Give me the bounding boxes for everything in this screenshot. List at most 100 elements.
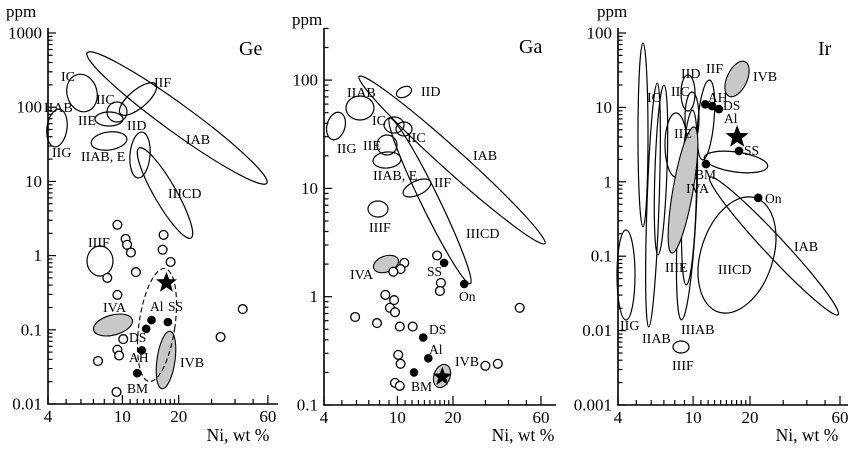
anomalous-iron-point bbox=[350, 311, 361, 323]
x-tick-label: 20 bbox=[170, 407, 187, 426]
field-IVB bbox=[724, 60, 750, 98]
anomalous-iron-point bbox=[112, 289, 123, 300]
field-label-IIC: IIC bbox=[96, 93, 115, 108]
panel-ga: SS On DS Al BM IIAB IID IIG IC IIC IIE IIAB, E IIF IA… bbox=[292, 10, 556, 445]
field-label-IIAB: IIAB bbox=[642, 332, 671, 347]
y-tick-label: 100 bbox=[17, 98, 43, 117]
field-label-IIC: IIC bbox=[671, 85, 690, 100]
star-marker bbox=[725, 125, 749, 147]
y-tick-label: 0.1 bbox=[21, 320, 42, 339]
field-label-IIICD: IIICD bbox=[168, 187, 201, 202]
field-label-IIIE: IIIE bbox=[665, 261, 688, 276]
field-label-IIICD: IIICD bbox=[466, 227, 499, 242]
field-IIIF bbox=[367, 200, 389, 218]
point-label-SS: SS bbox=[744, 143, 759, 158]
y-tick-label: 0.01 bbox=[582, 321, 612, 340]
anomalous-iron-point bbox=[371, 318, 383, 329]
field-IIICD bbox=[388, 117, 472, 285]
anomalous-iron-point bbox=[388, 266, 399, 277]
field-label-IIAB-E: IIAB, E bbox=[81, 150, 125, 165]
y-tick-label: 10 bbox=[595, 98, 612, 117]
field-label-IIE: IIE bbox=[674, 127, 692, 142]
field-label-IIG: IIG bbox=[337, 142, 356, 157]
point-BM bbox=[701, 159, 711, 169]
field-label-IVB: IVB bbox=[180, 356, 204, 371]
anomalous-iron-point bbox=[389, 307, 401, 318]
point-label-DS: DS bbox=[429, 322, 446, 337]
field-IIAB bbox=[46, 108, 68, 148]
point-SS bbox=[163, 317, 173, 327]
field-IID bbox=[129, 131, 151, 179]
field-IC bbox=[66, 73, 98, 113]
field-IIG bbox=[616, 229, 636, 321]
field-IIE bbox=[376, 134, 398, 156]
x-tick-label: 60 bbox=[533, 408, 550, 427]
y-tick-label: 10 bbox=[301, 179, 318, 198]
point-label-AH: AH bbox=[708, 90, 728, 105]
x-tick-label: 4 bbox=[44, 407, 53, 426]
field-IIAB bbox=[345, 95, 375, 121]
x-tick-label: 4 bbox=[320, 408, 329, 427]
panel-title-ge: Ge bbox=[239, 38, 262, 60]
field-label-IIG: IIG bbox=[52, 146, 71, 161]
field-label-IIAB: IIAB bbox=[44, 101, 73, 116]
anomalous-iron-point bbox=[130, 267, 141, 278]
x-axis-label: Ni, wt % bbox=[492, 425, 555, 445]
star-marker bbox=[156, 271, 177, 292]
field-IIF bbox=[118, 82, 158, 116]
field-label-IVB: IVB bbox=[753, 70, 777, 85]
x-tick-label: 20 bbox=[742, 408, 759, 427]
field-label-IIIF: IIIF bbox=[369, 221, 391, 236]
point-label-SS: SS bbox=[427, 264, 442, 279]
point-label-SS: SS bbox=[168, 299, 183, 314]
field-label-IID: IID bbox=[421, 85, 440, 100]
field-label-IIE: IIE bbox=[78, 114, 96, 129]
anomalous-iron-point bbox=[492, 358, 503, 369]
anomalous-iron-point bbox=[432, 250, 443, 261]
point-BM bbox=[409, 368, 419, 377]
point-label-Al: Al bbox=[724, 111, 738, 126]
field-IIE bbox=[94, 111, 124, 127]
field-label-IIF: IIF bbox=[434, 176, 451, 191]
point-AH bbox=[137, 346, 147, 355]
point-DS bbox=[141, 324, 151, 334]
field-IIICD bbox=[136, 147, 194, 239]
field-IIF bbox=[696, 79, 716, 161]
point-BM bbox=[132, 368, 142, 378]
field-label-IIG: IIG bbox=[620, 319, 639, 334]
field-label-IID: IID bbox=[127, 119, 146, 134]
x-axis-label: Ni, wt % bbox=[776, 425, 839, 445]
field-label-IID: IID bbox=[681, 67, 700, 82]
field-label-IIE: IIE bbox=[363, 139, 381, 154]
point-label-Al: Al bbox=[429, 342, 443, 357]
field-IIC bbox=[395, 121, 413, 137]
anomalous-iron-point bbox=[434, 285, 445, 297]
y-axis-unit-label: ppm bbox=[597, 2, 627, 21]
point-Al bbox=[424, 354, 433, 363]
y-tick-label: 0.001 bbox=[574, 396, 612, 415]
star-marker bbox=[432, 366, 452, 385]
field-IIIF bbox=[86, 245, 114, 277]
anomalous-iron-point bbox=[514, 302, 525, 313]
anomalous-iron-point bbox=[125, 247, 136, 258]
anomalous-iron-point bbox=[215, 331, 226, 343]
field-label-IC: IC bbox=[647, 91, 661, 106]
field-unlabeled bbox=[637, 42, 649, 228]
anomalous-iron-point bbox=[389, 295, 400, 306]
anomalous-iron-point bbox=[111, 386, 122, 398]
field-IC bbox=[653, 84, 669, 256]
anomalous-iron-point bbox=[393, 349, 404, 360]
point-Al bbox=[147, 315, 156, 325]
y-axis-unit-label: ppm bbox=[292, 10, 322, 29]
point-On bbox=[753, 193, 763, 203]
point-DS bbox=[707, 101, 717, 111]
y-tick-label: 0.1 bbox=[591, 247, 612, 266]
field-IIICD bbox=[697, 196, 777, 314]
anomalous-iron-point bbox=[92, 355, 104, 367]
field-label-IAB: IAB bbox=[473, 149, 497, 164]
anomalous-iron-point bbox=[394, 321, 405, 332]
y-tick-label: 1000 bbox=[8, 24, 42, 43]
x-tick-label: 10 bbox=[114, 407, 131, 426]
